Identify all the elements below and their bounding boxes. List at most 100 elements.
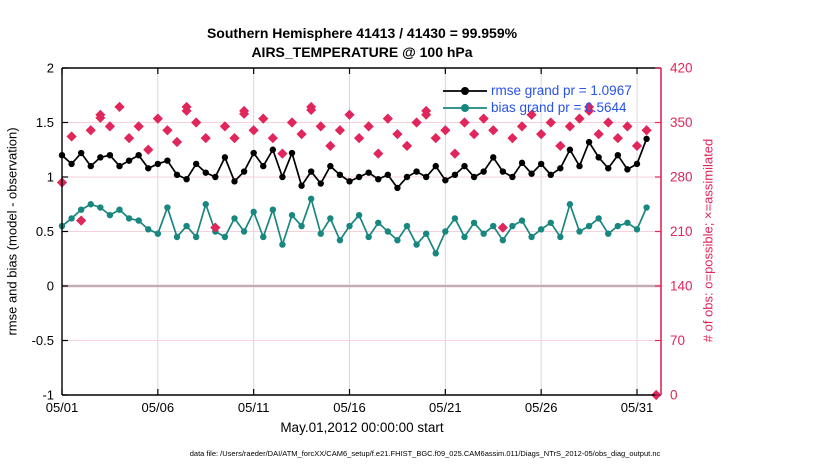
y-left-tick-label: 0 [47, 279, 54, 294]
x-tick-label: 05/06 [142, 400, 175, 415]
rmse-marker [355, 173, 363, 181]
rmse-marker [518, 159, 526, 167]
assimilated-marker [76, 215, 87, 226]
rmse-marker [192, 160, 200, 168]
rmse-marker [557, 165, 564, 172]
rmse-marker [260, 162, 267, 170]
rmse-marker [221, 154, 229, 161]
bias-marker [643, 204, 650, 211]
assimilated-marker [354, 133, 365, 144]
rmse-marker [317, 180, 324, 187]
rmse-marker [375, 175, 382, 183]
bias-marker [97, 204, 104, 211]
assimilated-marker [488, 125, 499, 136]
x-tick-label: 05/21 [429, 400, 462, 415]
bias-marker [384, 228, 392, 235]
bias-marker [595, 215, 602, 222]
bias-marker [346, 222, 353, 230]
y-right-tick-label: 70 [670, 333, 685, 348]
assimilated-marker [402, 140, 412, 151]
rmse-marker [336, 171, 344, 179]
bias-marker [116, 206, 123, 213]
chart-title: Southern Hemisphere 41413 / 41430 = 99.9… [62, 24, 662, 62]
bias-marker [490, 222, 497, 230]
rmse-marker [614, 152, 622, 159]
assimilated-marker [152, 113, 163, 124]
bias-marker [365, 233, 372, 241]
bias-marker [125, 215, 133, 222]
assimilated-marker [181, 105, 192, 116]
y-left-tick-label: -0.5 [32, 333, 54, 348]
bias-marker [509, 222, 516, 230]
assimilated-marker [277, 148, 288, 159]
y-axis-label-left: rmse and bias (model - observation) [4, 127, 20, 336]
assimilated-marker [315, 121, 326, 132]
x-tick-label: 05/26 [525, 400, 558, 415]
rmse-marker [537, 160, 545, 168]
rmse-marker [269, 146, 277, 153]
bias-marker [164, 204, 171, 211]
bias-marker [470, 219, 478, 226]
rmse-marker [231, 178, 238, 185]
assimilated-marker [603, 117, 614, 128]
bias-marker [298, 222, 305, 230]
assimilated-marker [641, 125, 652, 136]
assimilated-marker [545, 117, 556, 128]
bias-marker [499, 237, 507, 244]
chart-title-line1: Southern Hemisphere 41413 / 41430 = 99.9… [206, 25, 518, 41]
bias-marker [432, 250, 439, 257]
assimilated-marker [248, 125, 259, 136]
chart-title-line2: AIRS_TEMPERATURE @ 100 hPa [251, 44, 473, 60]
assimilated-marker [191, 117, 202, 128]
bias-marker [327, 215, 334, 222]
assimilated-marker [632, 140, 642, 151]
rmse-marker [125, 157, 133, 164]
bias-marker [547, 219, 554, 226]
bias-marker [317, 230, 324, 237]
bias-marker [279, 241, 286, 248]
x-tick-label: 05/16 [333, 400, 366, 415]
rmse-marker [528, 170, 535, 177]
bias-marker [68, 215, 75, 222]
assimilated-marker [622, 121, 633, 132]
bias-marker [87, 201, 94, 208]
y-right-tick-label: 420 [670, 61, 693, 76]
bias-marker [585, 222, 593, 230]
assimilated-marker [344, 109, 355, 120]
assimilated-marker [430, 133, 441, 144]
assimilated-marker [114, 101, 125, 112]
rmse-marker [576, 162, 583, 170]
x-tick-label: 05/31 [621, 400, 654, 415]
y-left-tick-label: 1 [47, 170, 54, 185]
bias-line [61, 195, 648, 256]
rmse-marker [442, 177, 449, 184]
y-axis-label-right: # of obs: o=possible; ×=assimilated [700, 138, 716, 343]
assimilated-marker [555, 140, 566, 151]
assimilated-marker [449, 148, 460, 159]
rmse-marker [77, 149, 85, 157]
bias-marker [77, 206, 85, 213]
rmse-marker [365, 169, 372, 176]
assimilated-marker [440, 125, 451, 136]
bias-marker [145, 226, 152, 233]
bias-marker [183, 222, 190, 230]
bias-marker [231, 215, 238, 222]
bias-marker [566, 201, 574, 208]
y-left-tick-label: 1.5 [36, 115, 54, 130]
bias-marker [442, 228, 449, 235]
bias-marker [269, 206, 277, 213]
rmse-marker [384, 171, 392, 179]
rmse-marker [403, 173, 411, 181]
rmse-marker [135, 152, 142, 159]
assimilated-marker [296, 129, 307, 140]
rmse-marker [432, 162, 439, 170]
rmse-marker [605, 165, 612, 172]
rmse-marker [451, 171, 459, 179]
y-left-tick-label: -1 [42, 388, 54, 403]
bias-marker [557, 233, 564, 241]
bias-marker [173, 233, 181, 241]
rmse-marker [145, 165, 152, 172]
assimilated-marker [258, 113, 269, 124]
y-right-tick-label: 140 [670, 279, 693, 294]
